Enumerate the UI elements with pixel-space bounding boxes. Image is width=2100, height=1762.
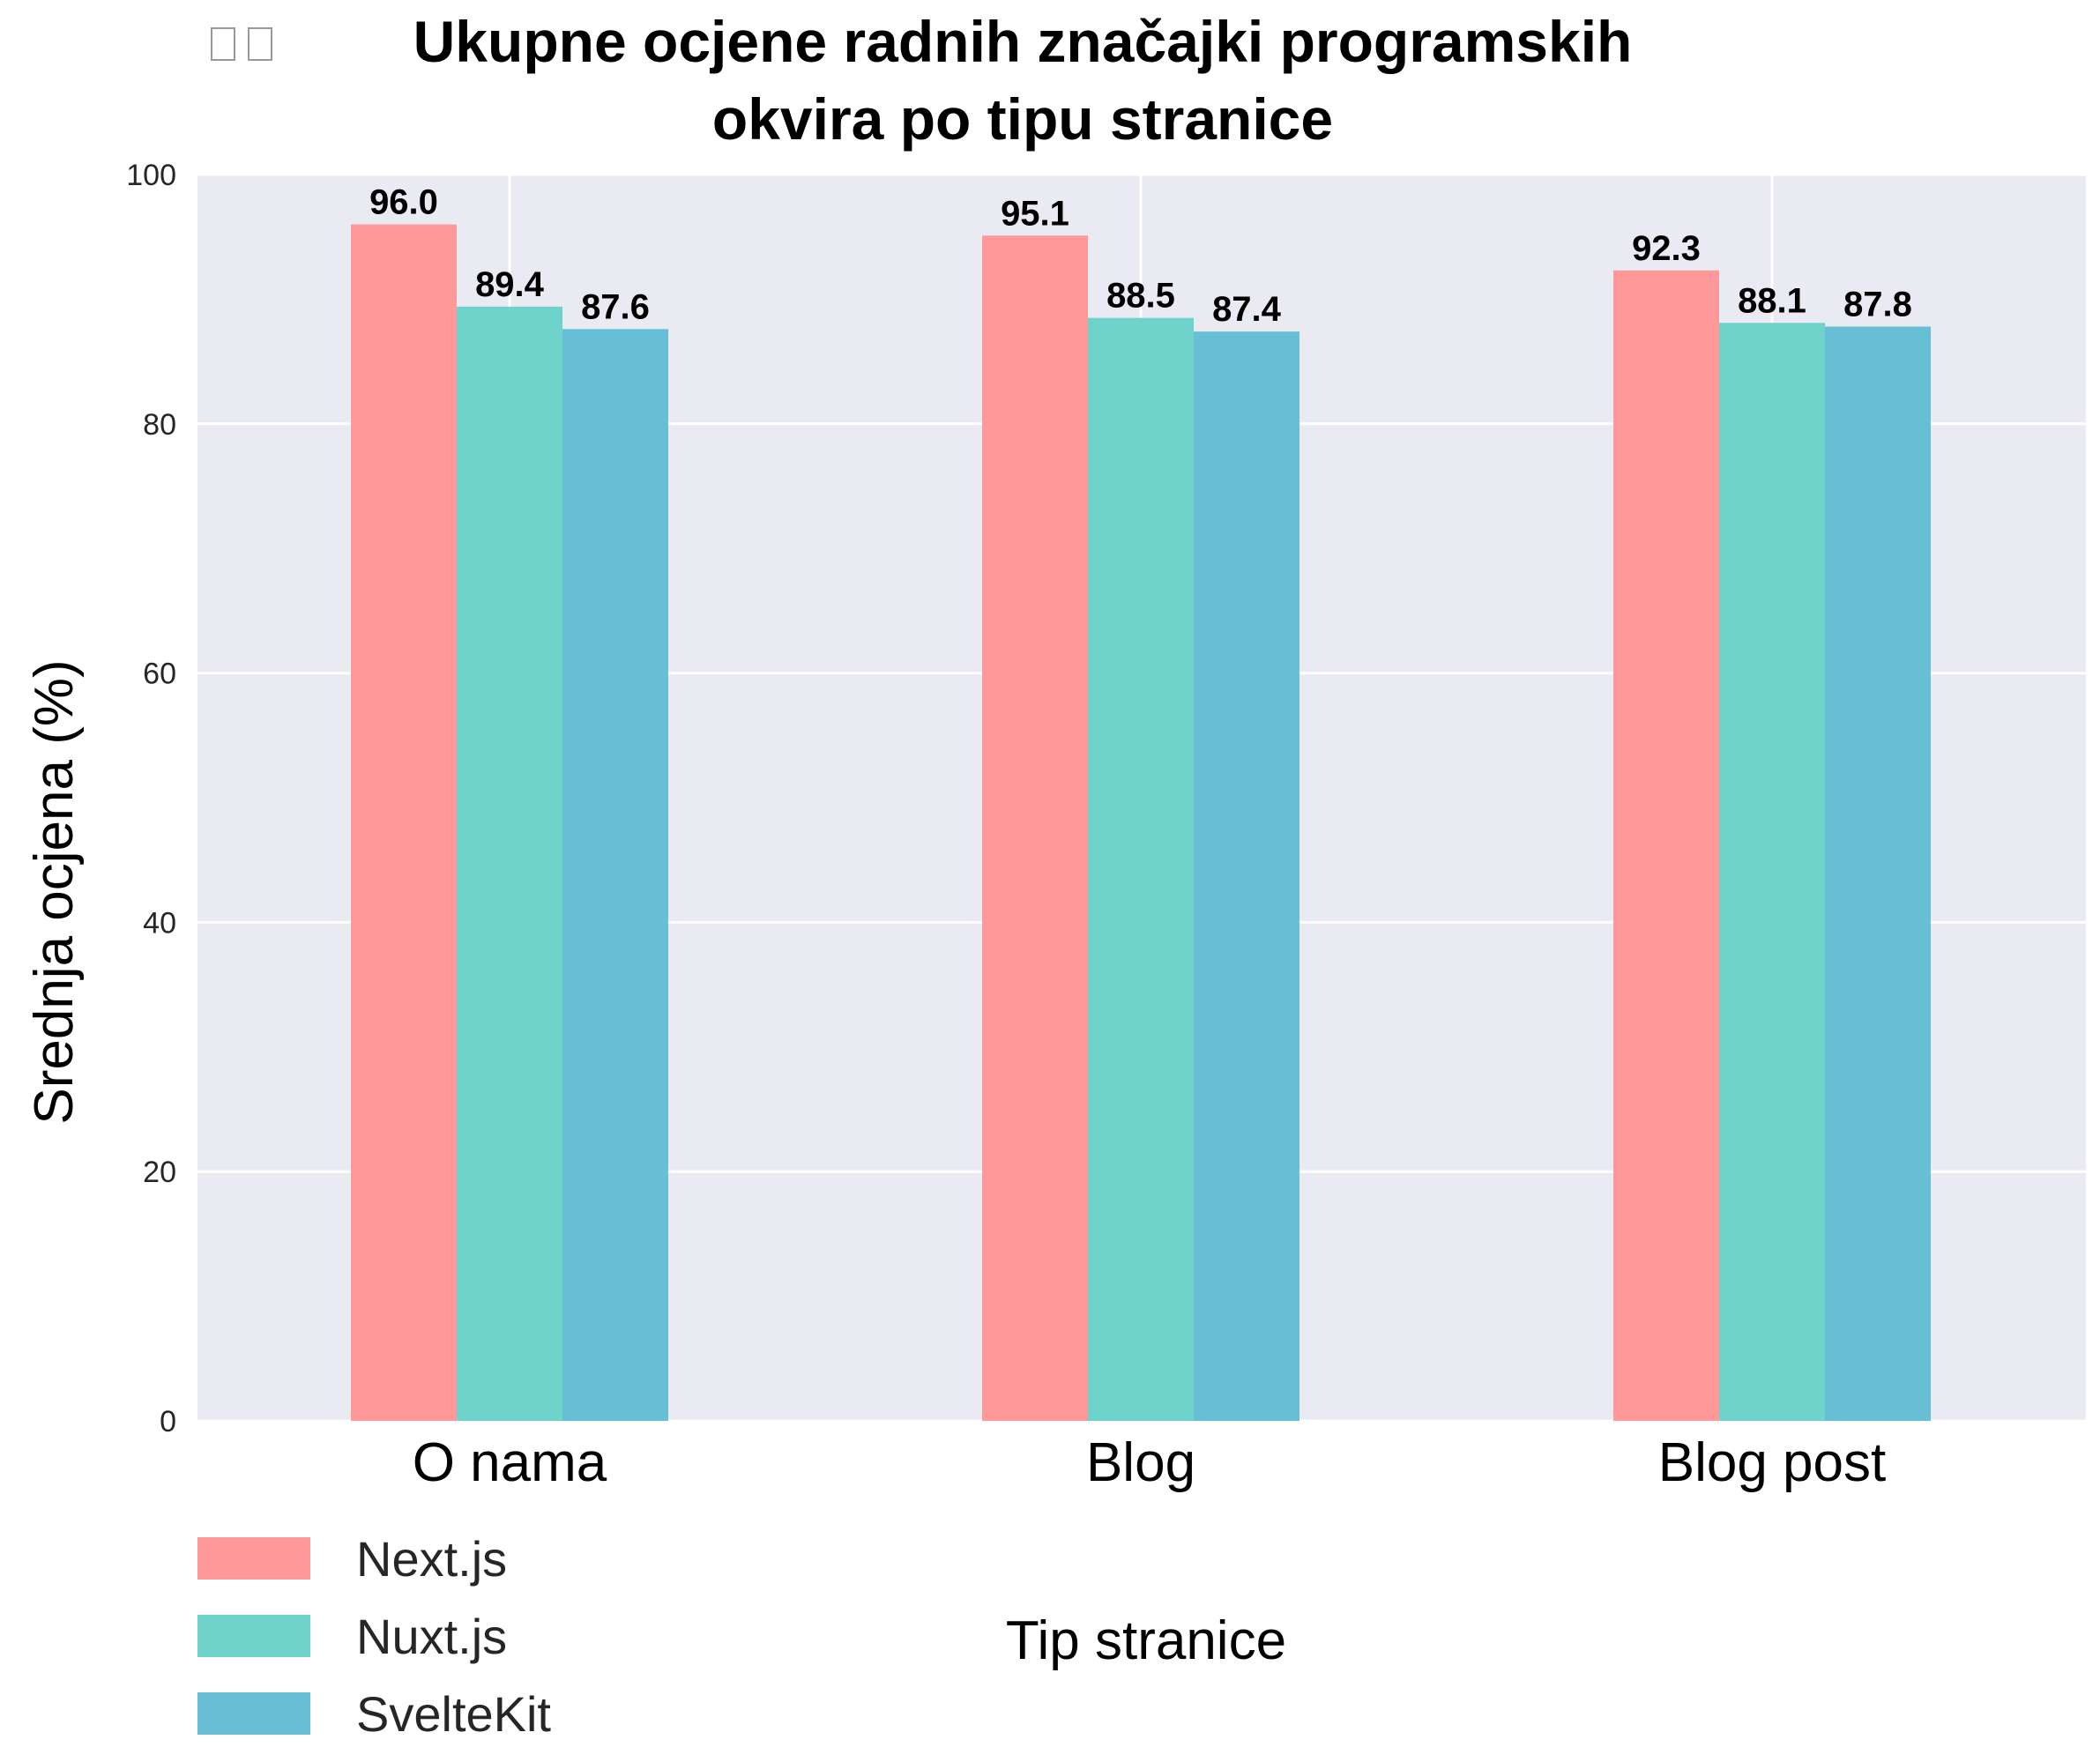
bar bbox=[1088, 317, 1194, 1421]
chart-title-line-1: Ukupne ocjene radnih značajki programski… bbox=[413, 9, 1633, 74]
legend-swatch bbox=[197, 1615, 310, 1657]
legend: Next.js Nuxt.js SvelteKit bbox=[197, 1531, 551, 1742]
bar bbox=[457, 306, 562, 1421]
bar bbox=[1613, 270, 1719, 1422]
x-tick-label: O nama bbox=[413, 1432, 607, 1493]
bar bbox=[562, 329, 668, 1422]
title-missing-glyph-icon bbox=[211, 27, 235, 61]
chart-title: Ukupne ocjene radnih značajki programski… bbox=[211, 9, 1633, 152]
title-missing-glyph-icon bbox=[248, 27, 272, 61]
y-tick-label: 100 bbox=[126, 159, 176, 192]
bar bbox=[1719, 323, 1825, 1421]
bar bbox=[351, 224, 457, 1421]
y-tick-label: 20 bbox=[143, 1156, 176, 1189]
data-label: 87.8 bbox=[1843, 286, 1912, 324]
y-axis-label: Srednja ocjena (%) bbox=[24, 659, 85, 1124]
legend-label: SvelteKit bbox=[356, 1686, 551, 1742]
legend-label: Nuxt.js bbox=[356, 1609, 507, 1664]
x-tick-label: Blog bbox=[1086, 1432, 1195, 1493]
y-tick-label: 40 bbox=[143, 906, 176, 940]
x-axis-categories: O nama Blog Blog post bbox=[413, 1432, 1887, 1493]
y-tick-label: 0 bbox=[160, 1405, 176, 1439]
bar bbox=[1825, 326, 1931, 1421]
data-label: 92.3 bbox=[1632, 229, 1701, 268]
chart-title-line-2: okvira po tipu stranice bbox=[712, 86, 1333, 152]
bars bbox=[351, 224, 1931, 1422]
y-tick-label: 80 bbox=[143, 408, 176, 442]
y-tick-label: 60 bbox=[143, 658, 176, 691]
data-label: 88.1 bbox=[1738, 281, 1806, 320]
data-label: 88.5 bbox=[1106, 277, 1175, 316]
data-label: 87.4 bbox=[1212, 290, 1282, 329]
bar bbox=[982, 235, 1088, 1421]
data-label: 96.0 bbox=[369, 183, 438, 222]
bar bbox=[1194, 331, 1299, 1421]
x-tick-label: Blog post bbox=[1658, 1432, 1887, 1493]
data-label: 95.1 bbox=[1001, 194, 1069, 233]
legend-label: Next.js bbox=[356, 1531, 507, 1587]
data-label: 89.4 bbox=[475, 265, 545, 304]
legend-swatch bbox=[197, 1692, 310, 1735]
legend-swatch bbox=[197, 1537, 310, 1580]
value-labels: 96.0 95.1 92.3 89.4 88.5 88.1 87.6 87.4 87.8 bbox=[369, 183, 1912, 330]
data-label: 87.6 bbox=[581, 287, 650, 326]
y-axis-ticks: 0 20 40 60 80 100 bbox=[126, 159, 176, 1439]
x-axis-label: Tip stranice bbox=[1006, 1610, 1286, 1671]
